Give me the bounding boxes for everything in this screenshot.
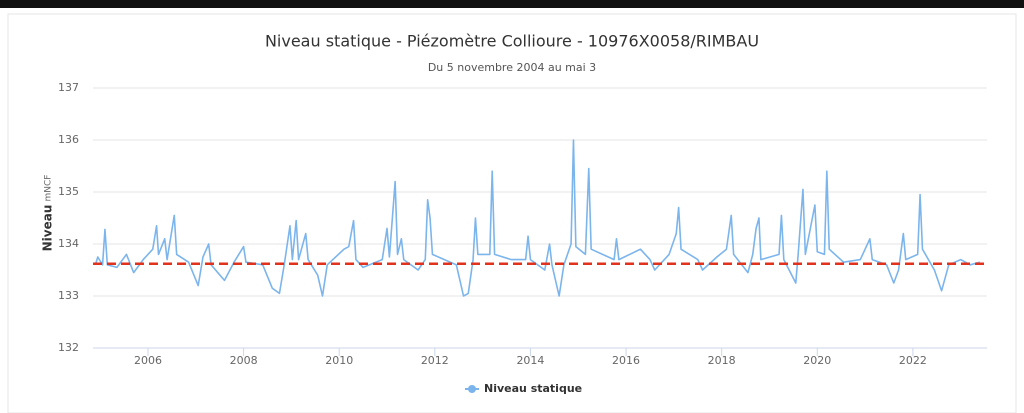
y-tick-label: 134 [58,237,79,250]
y-label: Niveau [41,205,55,252]
x-tick-label: 2022 [899,354,927,367]
y-tick-label: 136 [58,133,79,146]
y-tick-label: 132 [58,341,79,354]
chart-title: Niveau statique - Piézomètre Collioure -… [265,32,759,51]
x-tick-label: 2010 [325,354,353,367]
x-tick-label: 2016 [612,354,640,367]
x-tick-label: 2018 [708,354,736,367]
x-tick-label: 2014 [516,354,544,367]
chart-subtitle: Du 5 novembre 2004 au mai 3 [428,61,596,74]
x-tick-label: 2006 [134,354,162,367]
legend-label: Niveau statique [484,382,582,395]
legend-marker [468,385,476,393]
x-tick-label: 2008 [230,354,258,367]
y-unit: mNCF [44,175,54,202]
top-bar [0,0,1024,8]
x-tick-label: 2012 [421,354,449,367]
y-tick-label: 135 [58,185,79,198]
x-tick-label: 2020 [803,354,831,367]
y-tick-label: 137 [58,81,79,94]
y-tick-label: 133 [58,289,79,302]
chart-frame [7,13,1017,413]
series-line [94,139,981,297]
y-axis-title: Niveau mNCF [41,175,55,252]
